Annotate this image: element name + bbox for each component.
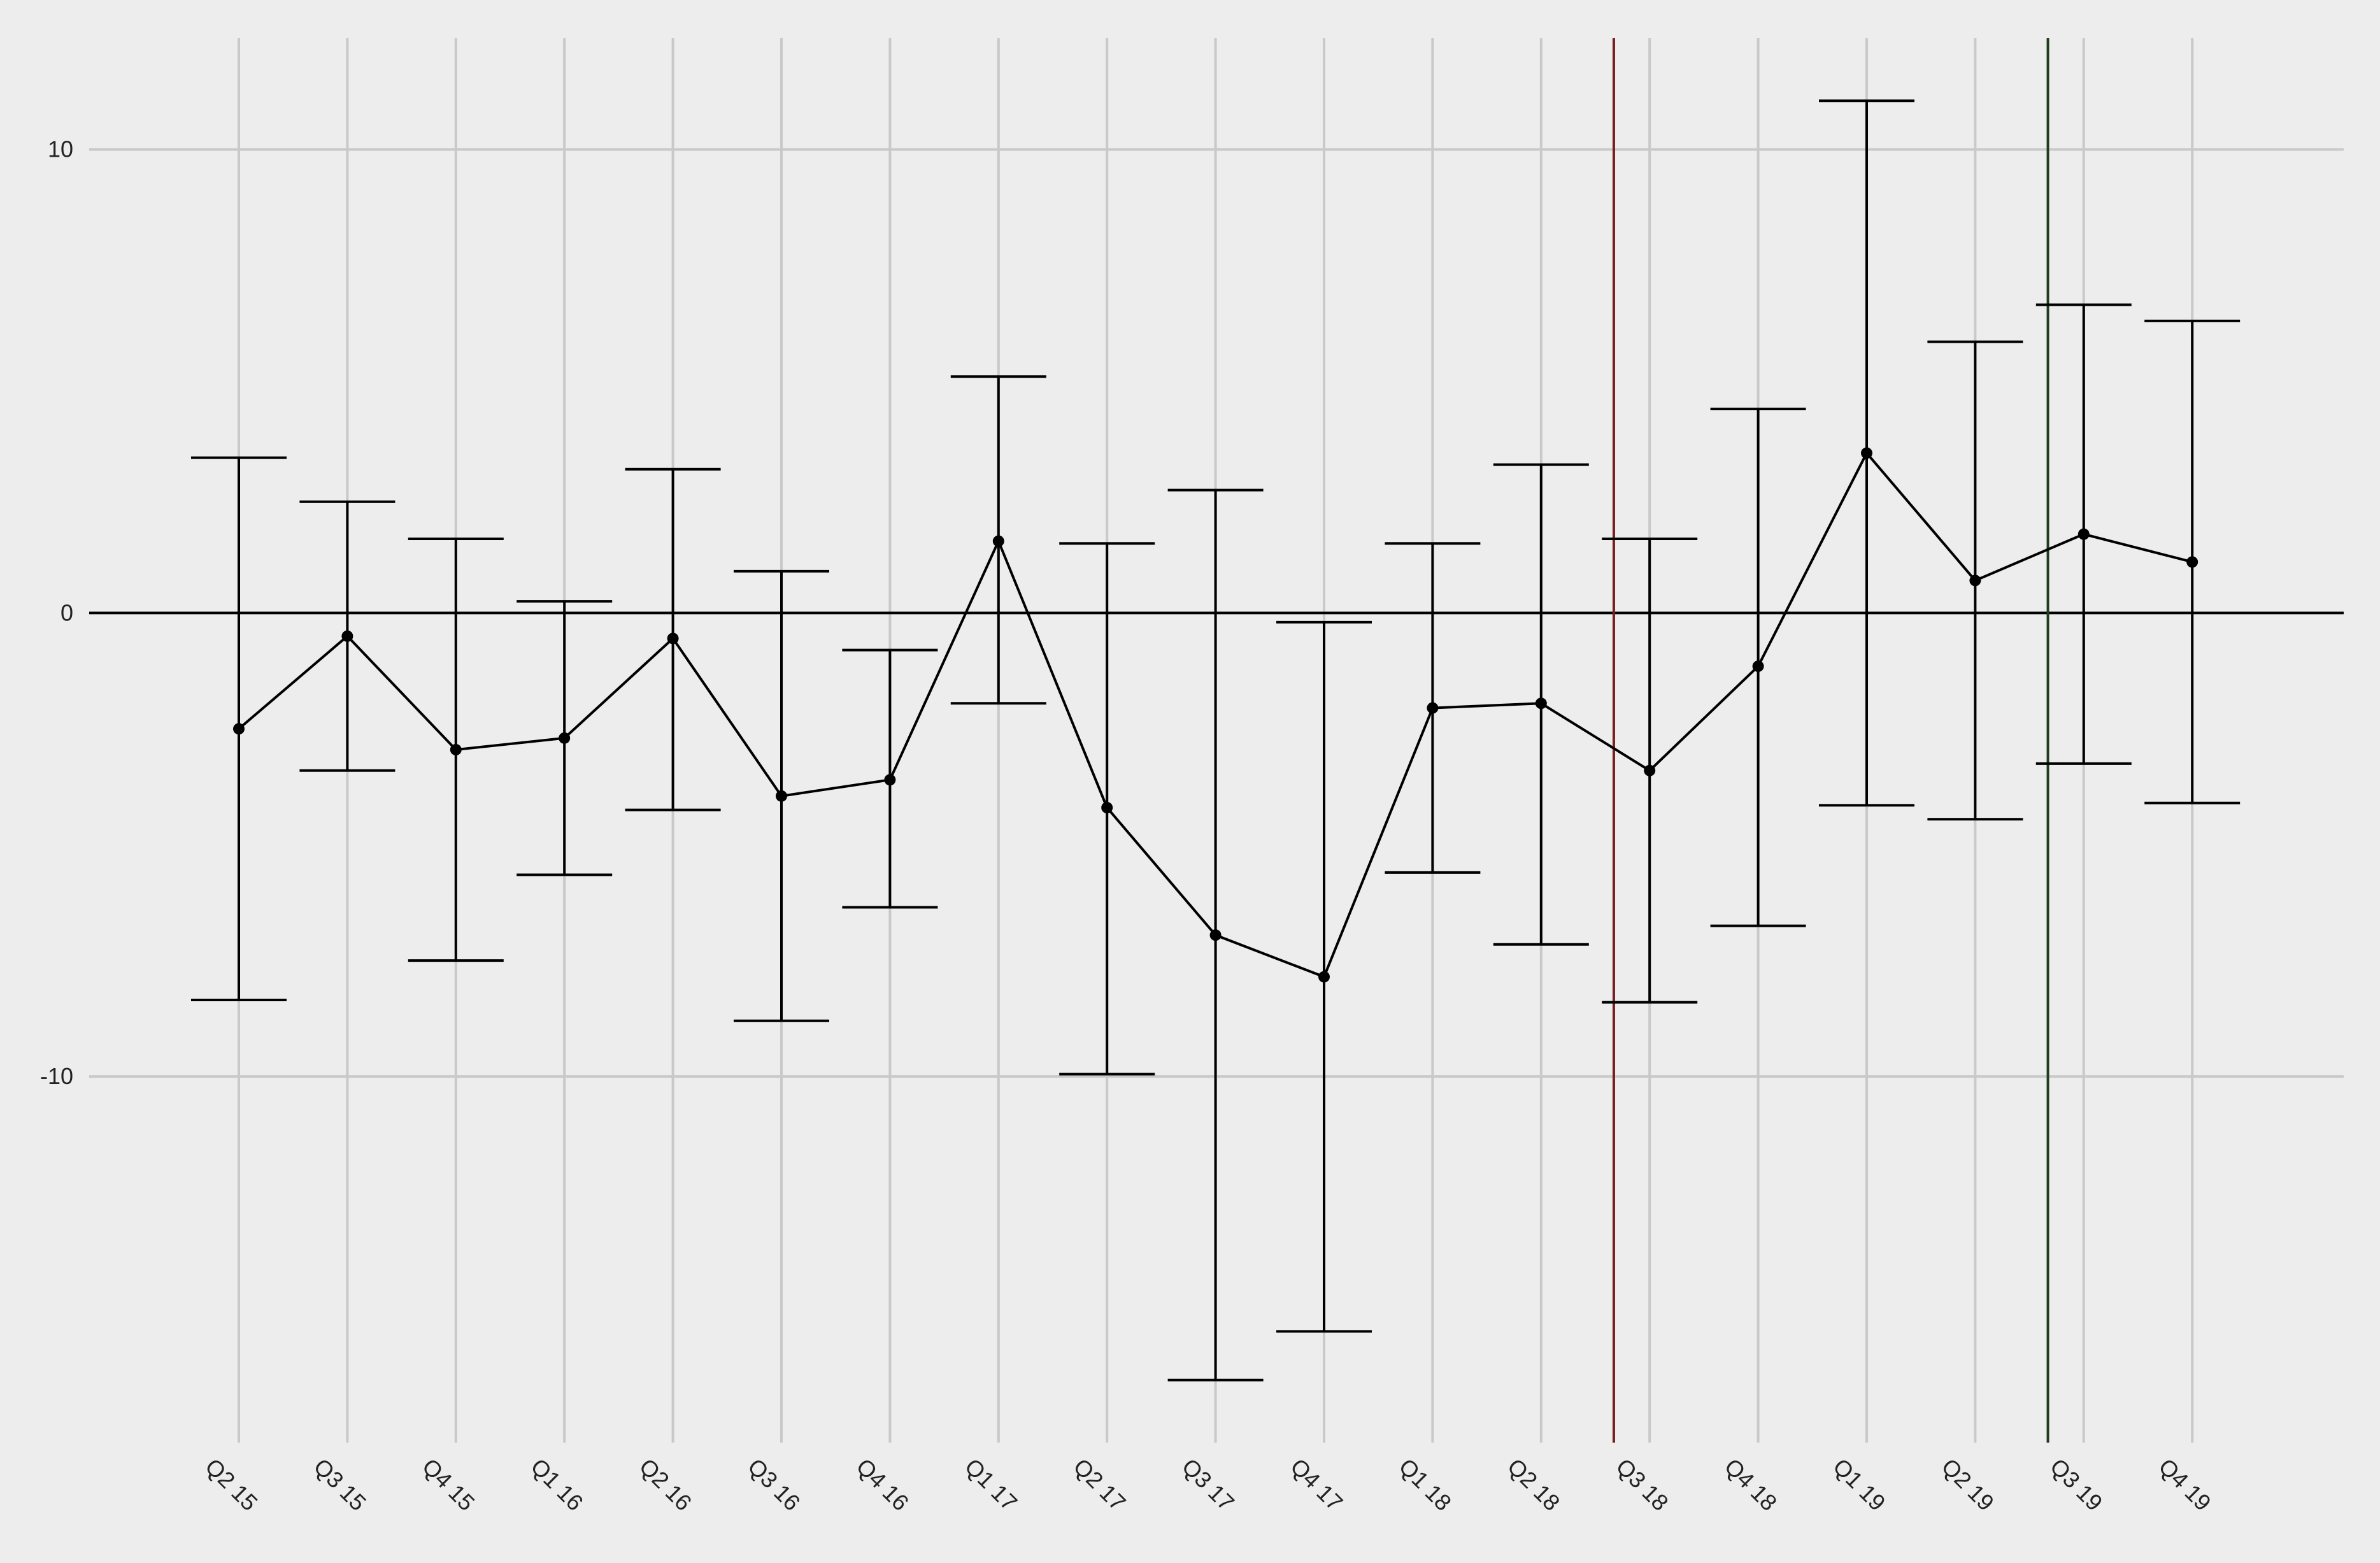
data-point-5 — [776, 790, 787, 802]
data-point-14 — [1752, 660, 1764, 673]
data-point-18 — [2186, 556, 2198, 568]
data-point-15 — [1861, 447, 1872, 459]
data-point-10 — [1318, 971, 1330, 983]
data-point-9 — [1209, 929, 1222, 941]
y-tick-label-10: 10 — [48, 136, 73, 162]
data-point-2 — [450, 744, 462, 756]
data-point-13 — [1644, 764, 1656, 776]
data-point-17 — [2077, 528, 2090, 540]
data-point-6 — [884, 774, 896, 786]
y-tick-labels: 10 0 -10 — [40, 136, 73, 1089]
y-tick-label-0: 0 — [61, 599, 73, 625]
data-point-16 — [1969, 575, 1981, 587]
y-tick-label--10: -10 — [40, 1063, 73, 1089]
data-point-1 — [341, 630, 353, 642]
data-point-12 — [1535, 697, 1547, 710]
data-point-3 — [559, 732, 571, 744]
data-points — [233, 447, 2198, 983]
data-point-11 — [1427, 702, 1439, 714]
data-point-0 — [233, 723, 245, 735]
data-point-4 — [667, 632, 679, 645]
data-point-7 — [992, 535, 1004, 547]
reference-vlines — [1612, 38, 2049, 1443]
data-point-8 — [1101, 802, 1113, 814]
